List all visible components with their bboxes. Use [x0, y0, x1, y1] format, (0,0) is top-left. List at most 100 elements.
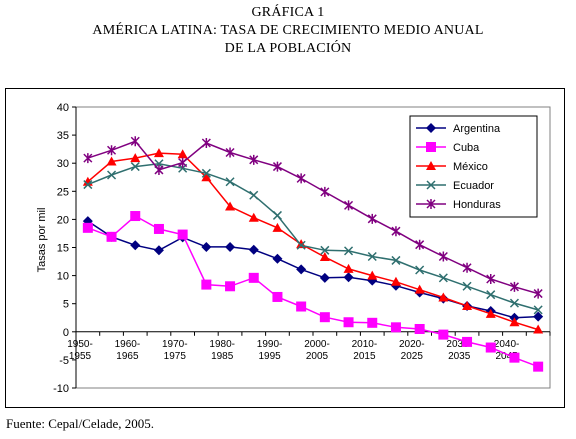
data-point-cuba	[462, 336, 473, 347]
data-point-argentina	[296, 264, 307, 275]
data-point-cuba	[82, 222, 93, 233]
y-tick-label: 0	[63, 327, 69, 339]
data-point-cuba	[414, 323, 425, 334]
data-point-cuba	[130, 211, 141, 222]
data-point-honduras	[107, 145, 117, 156]
data-point-honduras	[320, 186, 330, 197]
chart-container: Tasas por mil -10 -5 0 5 10 15 20 25 30 35 40 1950-…	[5, 88, 565, 408]
data-point-honduras	[130, 136, 140, 147]
data-point-mexico	[225, 201, 236, 211]
data-point-cuba	[343, 317, 354, 328]
data-point-mexico	[533, 324, 544, 334]
data-point-honduras	[83, 153, 93, 164]
data-point-mexico	[201, 172, 212, 182]
data-point-cuba	[225, 281, 236, 292]
series-line-ecuador	[87, 163, 539, 311]
data-point-cuba	[485, 342, 496, 353]
series-line-mexico	[87, 152, 539, 331]
data-point-mexico	[414, 284, 425, 294]
line-chart: Tasas por mil -10 -5 0 5 10 15 20 25 30 35 40 1950-…	[5, 88, 565, 408]
data-point-mexico	[390, 276, 401, 286]
data-point-ecuador	[438, 273, 448, 283]
data-point-cuba	[272, 291, 283, 302]
chart-title-line-2: AMÉRICA LATINA: TASA DE CRECIMIENTO MEDI…	[92, 23, 484, 38]
legend-item-honduras: Honduras	[416, 199, 501, 211]
data-point-argentina	[533, 311, 544, 322]
data-point-cuba	[509, 352, 520, 363]
data-point-ecuador	[201, 168, 211, 178]
data-point-honduras	[249, 154, 259, 165]
legend-marker	[426, 180, 436, 190]
data-point-ecuador	[130, 162, 140, 172]
axes: -10 -5 0 5 10 15 20 25 30 35 40 1950-1955 1960-1965 1…	[53, 102, 551, 395]
y-tick-label: 25	[57, 186, 69, 198]
y-tick-label: 15	[57, 243, 69, 255]
data-point-ecuador	[509, 298, 519, 308]
legend-label: México	[453, 161, 488, 173]
data-point-ecuador	[320, 245, 330, 255]
legend-item-mexico: México	[416, 161, 488, 173]
data-point-honduras	[296, 173, 306, 184]
data-point-honduras	[367, 213, 377, 224]
data-point-honduras	[225, 147, 235, 158]
x-tick-label: 2030-2035	[446, 339, 472, 362]
x-tick-label: 2010-2015	[352, 339, 378, 362]
data-point-mexico	[485, 308, 496, 318]
legend-marker	[426, 142, 436, 152]
chart-title-line-3: DE LA POBLACIÓN	[224, 41, 352, 56]
data-point-mexico	[153, 148, 164, 158]
legend-label: Cuba	[453, 142, 480, 154]
y-tick-label: 10	[57, 271, 69, 283]
source-note: Fuente: Cepal/Celade, 2005.	[6, 416, 155, 431]
data-point-cuba	[438, 329, 449, 340]
legend-marker	[426, 123, 436, 133]
data-point-ecuador	[272, 210, 282, 220]
x-tick-label: 1990-1995	[257, 339, 283, 362]
x-tick-label: 1950-1955	[67, 339, 93, 362]
data-point-cuba	[319, 312, 330, 323]
x-tick-label: 1970-1975	[162, 339, 188, 362]
y-axis-label: Tasas por mil	[36, 208, 48, 273]
data-point-argentina	[153, 245, 164, 256]
data-point-honduras	[438, 251, 448, 262]
data-point-ecuador	[296, 240, 306, 250]
data-point-cuba	[390, 322, 401, 333]
series-line-honduras	[87, 140, 539, 295]
y-tick-label: 20	[57, 214, 69, 226]
data-point-honduras	[415, 239, 425, 250]
data-point-mexico	[130, 153, 141, 163]
data-point-ecuador	[367, 251, 377, 262]
data-point-mexico	[272, 222, 283, 232]
series-mexico	[82, 148, 544, 334]
x-tick-label: 2020-2025	[399, 339, 425, 362]
data-point-mexico	[509, 317, 520, 327]
data-point-ecuador	[462, 281, 472, 291]
data-point-cuba	[296, 301, 307, 312]
legend-item-ecuador: Ecuador	[416, 180, 494, 192]
x-tick-label: 2040-2045	[494, 339, 520, 362]
data-point-honduras	[201, 137, 211, 148]
data-point-argentina	[248, 244, 259, 255]
y-tick-label: 30	[57, 158, 69, 170]
data-point-honduras	[486, 273, 496, 284]
data-point-mexico	[319, 252, 330, 262]
y-tick-label: 35	[57, 130, 69, 142]
series-honduras	[83, 136, 543, 299]
y-tick-label: -5	[59, 355, 69, 367]
legend-marker	[426, 161, 436, 170]
x-tick-label: 2000-2005	[304, 339, 330, 362]
chart-title-block: GRÁFICA 1 AMÉRICA LATINA: TASA DE CRECIM…	[0, 4, 576, 58]
data-point-cuba	[248, 272, 259, 283]
data-point-ecuador	[415, 265, 425, 275]
legend-label: Ecuador	[453, 180, 494, 192]
legend-item-argentina: Argentina	[416, 123, 501, 135]
legend-item-cuba: Cuba	[416, 142, 480, 154]
data-point-argentina	[225, 241, 236, 252]
y-tick-label: 5	[63, 299, 69, 311]
data-point-argentina	[343, 272, 354, 283]
series-layer	[82, 136, 544, 372]
data-point-cuba	[106, 231, 117, 242]
data-point-mexico	[367, 270, 378, 280]
data-point-ecuador	[225, 177, 235, 187]
data-point-argentina	[130, 240, 141, 251]
